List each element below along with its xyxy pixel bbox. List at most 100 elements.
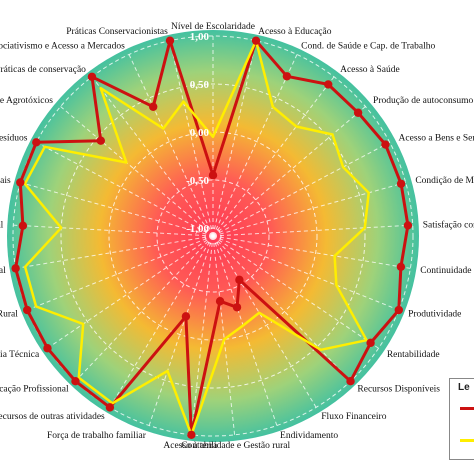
series-1-point-19: [43, 344, 52, 353]
series-1-point-12: [235, 275, 244, 285]
category-label-4: Produção de autoconsumo: [373, 96, 474, 106]
category-label-1: Acesso à Educação: [258, 27, 332, 37]
grid-spoke-13: [212, 235, 278, 426]
grid-ring-1: [156, 179, 270, 293]
category-label-0: Nível de Escolaridade: [171, 22, 255, 32]
category-label-26: Práticas de conservação: [0, 65, 86, 75]
category-label-6: Condição de Moradia: [415, 176, 474, 186]
grid-spoke-24: [36, 141, 214, 237]
grid-spoke-3: [212, 76, 335, 237]
series-1-point-28: [165, 36, 175, 45]
grid-spoke-17: [109, 235, 214, 408]
series-1-point-24: [32, 138, 41, 147]
series-1-point-21: [11, 264, 20, 273]
grid-spoke-7: [212, 224, 413, 237]
series-1-point-0: [208, 171, 218, 180]
category-label-14: Contabilidade e Gestão rural: [181, 441, 290, 451]
grid-spoke-25: [60, 106, 214, 237]
category-label-5: Acesso a Bens e Serviços: [399, 134, 474, 144]
series-1-line: [14, 39, 410, 437]
category-label-27: Associativismo e Acesso a Mercados: [0, 41, 125, 51]
category-label-23: Recursos Naturais: [0, 176, 11, 186]
series-1-point-15: [187, 430, 196, 440]
category-label-22: Gestão Ambiental: [0, 221, 4, 231]
series-1-point-16: [181, 312, 191, 321]
series-1-point-10: [366, 338, 375, 348]
series-1-point-7: [403, 221, 413, 230]
grid-spoke-20: [27, 235, 214, 311]
grid: [12, 35, 414, 437]
series-1-point-23: [16, 178, 25, 187]
category-label-15: Acesso à terra: [163, 441, 218, 451]
grid-spoke-1: [212, 40, 257, 237]
grid-spoke-28: [169, 40, 214, 237]
category-label-24: Resíduos: [0, 134, 28, 144]
category-label-13: Endividamento: [280, 431, 338, 441]
grid-spoke-6: [212, 182, 406, 237]
legend: Le: [449, 378, 474, 460]
grid-spoke-14: [212, 235, 236, 435]
category-label-3: Acesso à Saúde: [340, 65, 400, 75]
category-label-7: Satisfação com o: [423, 220, 474, 231]
tick-labels: -1,00 -0,50 0,00 0,50 1,00: [186, 31, 209, 235]
grid-spoke-9: [212, 235, 399, 311]
category-label-21: Comercial: [0, 266, 6, 276]
category-label-20: Crédito Rural: [0, 310, 18, 320]
category-label-25: Uso de Agrotóxicos: [0, 96, 53, 106]
grid-spoke-10: [212, 235, 379, 349]
series-layer: [11, 36, 413, 440]
tick-label-2: 0,00: [190, 127, 210, 139]
series-1-point-18: [71, 376, 80, 386]
category-label-10: Rentabilidade: [387, 350, 440, 360]
series-1-point-20: [23, 305, 32, 315]
series-1-point-2: [282, 72, 292, 81]
series-1-point-17: [105, 403, 115, 412]
series-1-point-11: [346, 376, 355, 386]
grid-spoke-4: [212, 106, 366, 237]
grid-spoke-21: [15, 235, 214, 269]
legend-title: Le: [458, 382, 470, 393]
grid-spoke-16: [148, 235, 214, 426]
category-label-17: Recursos de outras atividades: [0, 412, 105, 422]
category-label-18: Qualificação Profissional: [0, 383, 69, 394]
grid-spoke-19: [47, 235, 214, 349]
grid-spoke-2: [212, 54, 298, 237]
grid-spoke-23: [20, 182, 214, 237]
grid-spoke-11: [212, 235, 351, 382]
grid-spoke-5: [212, 141, 390, 237]
tick-label-4: 1,00: [190, 31, 210, 43]
grid-spoke-22: [13, 224, 214, 237]
category-label-11: Recursos Disponíveis: [357, 384, 440, 394]
series-1-point-13: [232, 303, 242, 312]
series-1-point-1: [251, 36, 261, 45]
series-1-point-27: [149, 102, 158, 111]
grid-spoke-27: [128, 54, 214, 237]
series-1-point-8: [396, 262, 406, 272]
category-label-19: Assistência Técnica: [0, 350, 40, 360]
grid-spoke-15: [190, 235, 214, 435]
series-1-point-3: [324, 80, 333, 89]
tick-label-0: -1,00: [186, 223, 209, 235]
series-1-point-9: [394, 305, 403, 315]
series-1-point-22: [18, 221, 28, 230]
grid-ring-4: [12, 35, 414, 437]
grid-spoke-18: [75, 235, 214, 382]
tick-label-3: 0,50: [190, 79, 210, 91]
category-label-28: Práticas Conservacionistas: [66, 27, 168, 37]
legend-swatch-series-1: [460, 407, 474, 410]
category-label-9: Produtividade: [408, 310, 461, 320]
series-1-point-6: [396, 179, 406, 188]
legend-swatch-series-2: [460, 439, 474, 442]
grid-spoke-12: [212, 235, 317, 408]
series-1-point-4: [353, 108, 363, 117]
grid-ring-3: [60, 83, 366, 389]
category-label-2: Cond. de Saúde e Cap. de Trabalho: [301, 41, 435, 51]
category-label-8: Continuidade e: [420, 266, 474, 276]
category-label-16: Força de trabalho familiar: [47, 430, 147, 441]
series-1-point-14: [215, 297, 225, 306]
category-label-12: Fluxo Financeiro: [321, 412, 386, 422]
series-1-point-5: [381, 140, 390, 149]
category-labels: Nível de Escolaridade Acesso à Educação Co…: [0, 22, 474, 451]
tick-label-1: -0,50: [186, 175, 209, 187]
